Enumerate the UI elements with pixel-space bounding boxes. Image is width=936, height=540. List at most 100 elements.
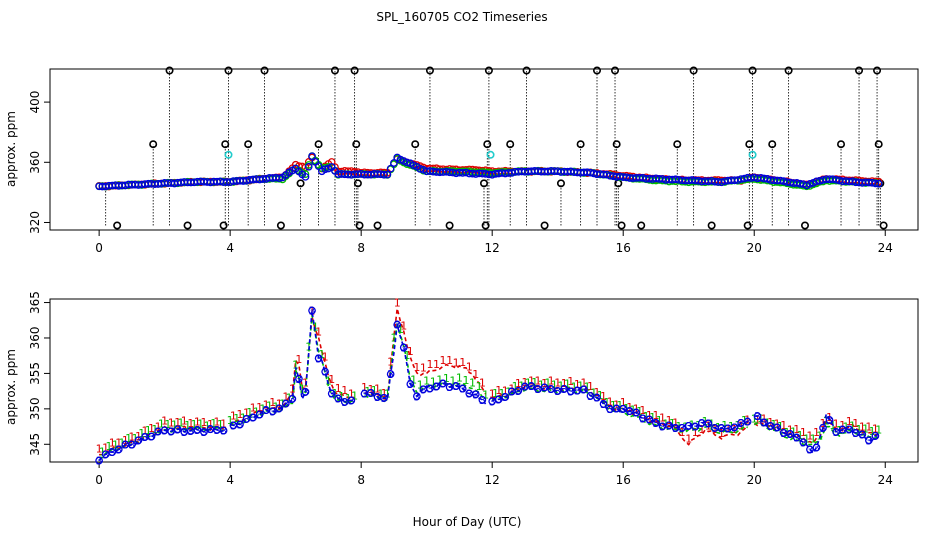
top-panel: 0 4 8 12 16 20 24 320 360 400 <box>28 66 919 255</box>
data-point <box>393 320 402 329</box>
data-point <box>514 386 523 395</box>
data-point <box>334 394 343 403</box>
data-label: 3 <box>852 427 859 440</box>
data-label: 1 <box>371 384 378 397</box>
data-point <box>619 404 628 413</box>
flag-point <box>879 221 888 230</box>
data-label: 3 <box>446 381 453 394</box>
data-label: 1 <box>489 388 496 401</box>
flag-point <box>576 140 585 149</box>
data-label: 3 <box>96 455 103 468</box>
data-label: 3 <box>607 403 614 416</box>
flag-point <box>445 221 454 230</box>
data-label: 3 <box>613 403 620 416</box>
data-point <box>812 443 821 452</box>
data-label: 1 <box>210 417 217 430</box>
data-label: 3 <box>541 381 548 394</box>
data-point <box>167 427 176 436</box>
data-label: 1 <box>207 418 214 431</box>
flag-point <box>350 66 359 75</box>
data-label: 3 <box>420 383 427 396</box>
data-point <box>281 399 290 408</box>
data-label: 1 <box>711 423 718 436</box>
data-point <box>301 387 310 396</box>
data-label: 3 <box>440 378 447 391</box>
data-label: 3 <box>256 409 263 422</box>
data-label: 1 <box>122 434 129 447</box>
data-label: 3 <box>806 443 813 456</box>
data-point <box>268 407 277 416</box>
data-label: 1 <box>233 412 240 425</box>
data-point <box>101 450 110 459</box>
data-label: 1 <box>151 423 158 436</box>
data-point <box>799 438 808 447</box>
data-label: 1 <box>787 424 794 437</box>
data-label: 3 <box>214 424 221 437</box>
data-label: 1 <box>780 419 787 432</box>
data-label: 1 <box>718 427 725 440</box>
data-label: 1 <box>479 376 486 389</box>
flag-point <box>800 221 809 230</box>
y-tick-label: 345 <box>28 433 42 456</box>
data-label: 3 <box>489 395 496 408</box>
data-label: 1 <box>394 297 401 310</box>
data-label: 3 <box>865 434 872 447</box>
data-label: 1 <box>557 380 564 393</box>
data-label: 3 <box>387 368 394 381</box>
data-point <box>219 426 228 435</box>
data-label: 1 <box>407 345 414 358</box>
data-label: 1 <box>269 396 276 409</box>
data-label: 1 <box>282 390 289 403</box>
data-point <box>871 179 880 188</box>
data-label: 1 <box>672 416 679 429</box>
data-label: 1 <box>299 382 306 395</box>
data-label: 1 <box>312 321 319 334</box>
data-label: 3 <box>381 392 388 405</box>
data-point <box>786 430 795 438</box>
data-label: 3 <box>767 420 774 433</box>
data-label: 1 <box>295 353 302 366</box>
data-label: 1 <box>361 381 368 394</box>
data-point <box>478 395 487 404</box>
data-label: 3 <box>367 387 374 400</box>
data-label: 1 <box>243 407 250 420</box>
cyan-point <box>486 150 495 159</box>
data-label: 3 <box>692 421 699 434</box>
data-label: 1 <box>322 351 329 364</box>
data-point <box>665 421 673 430</box>
data-label: 1 <box>171 418 178 431</box>
data-label: 1 <box>135 430 142 443</box>
data-label: 3 <box>289 393 296 406</box>
data-label: 3 <box>620 403 627 416</box>
flag-point <box>224 66 233 75</box>
data-point <box>553 387 562 395</box>
data-label: 1 <box>515 377 522 390</box>
data-point <box>806 180 814 188</box>
data-point <box>691 422 700 431</box>
data-point <box>327 389 336 398</box>
data-label: 1 <box>184 419 191 432</box>
data-point <box>645 415 654 424</box>
data-label: 1 <box>541 377 548 390</box>
y-tick-label: 350 <box>28 397 42 420</box>
x-tick-label: 20 <box>747 473 762 487</box>
data-label: 3 <box>626 405 633 418</box>
flag-point <box>314 140 323 149</box>
flag-point <box>556 179 565 188</box>
data-label: 1 <box>204 420 211 433</box>
data-label: 3 <box>135 434 142 447</box>
flag-point <box>219 221 228 230</box>
data-label: 3 <box>453 380 460 393</box>
data-label: 3 <box>633 407 640 420</box>
x-tick-label: 16 <box>616 241 631 255</box>
data-label: 3 <box>826 414 833 427</box>
flag-point <box>837 140 846 149</box>
data-label: 1 <box>839 419 846 432</box>
flag-point <box>330 66 339 75</box>
data-label: 3 <box>659 420 666 433</box>
data-label: 1 <box>194 415 201 428</box>
data-label: 3 <box>787 428 794 441</box>
data-label: 3 <box>200 426 207 439</box>
